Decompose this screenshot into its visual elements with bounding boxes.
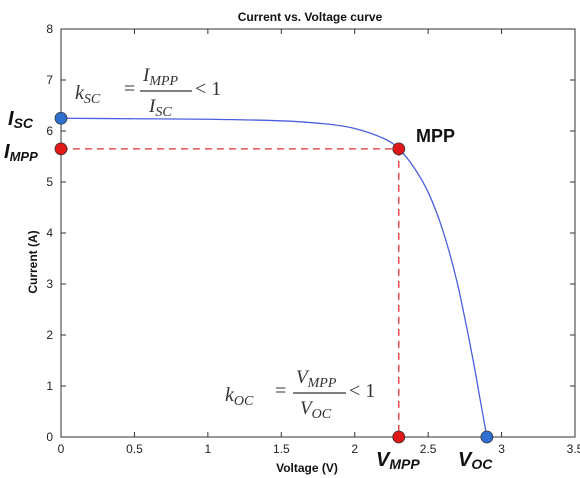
y-tick-label: 7 (46, 73, 53, 87)
koc-equals: = (275, 380, 286, 402)
y-tick-label: 5 (46, 175, 53, 189)
isc-point (54, 111, 68, 125)
impp-label-sub: MPP (10, 149, 39, 164)
vmpp-label: VMPP (376, 449, 420, 472)
x-tick-label: 2 (351, 442, 358, 456)
voc-label-sub: OC (471, 456, 493, 472)
voc-label: VOC (458, 449, 493, 472)
koc-numerator: VMPP (296, 367, 337, 391)
y-axis-label: Current (A) (26, 230, 40, 293)
iv-curve-line (60, 117, 488, 438)
y-tick-label: 1 (46, 379, 53, 393)
vmpp-label-main: V (376, 449, 391, 471)
ksc-numerator: IMPP (142, 65, 179, 89)
x-tick-label: 1.5 (273, 442, 290, 456)
y-tick-label: 8 (46, 22, 53, 36)
mpp-label: MPP (416, 126, 455, 146)
x-tick-label: 0 (58, 442, 65, 456)
y-tick-label: 6 (46, 124, 53, 138)
chart-title: Current vs. Voltage curve (238, 10, 383, 24)
koc-k: kOC (225, 384, 254, 409)
ksc-k: kSC (75, 82, 101, 107)
ksc-relation: < 1 (195, 78, 221, 100)
ksc-formula: kSC = IMPP ISC < 1 (75, 65, 221, 120)
x-tick-label: 1 (205, 442, 212, 456)
x-tick-label: 3 (498, 442, 505, 456)
x-tick-label: 2.5 (420, 442, 437, 456)
koc-denominator: VOC (300, 398, 332, 422)
voc-point (480, 430, 494, 444)
koc-relation: < 1 (349, 380, 375, 402)
x-axis-ticks: 0 0.5 1 1.5 2 2.5 3 3.5 (58, 29, 580, 456)
y-axis-ticks: 0 1 2 3 4 5 6 7 8 (46, 22, 575, 444)
x-axis-label: Voltage (V) (276, 461, 338, 475)
vmpp-label-sub: MPP (389, 456, 420, 472)
x-tick-label: 3.5 (567, 442, 580, 456)
mpp-point (392, 142, 406, 156)
voc-label-main: V (458, 449, 473, 471)
impp-label: IMPP (4, 141, 38, 164)
y-tick-label: 2 (46, 328, 53, 342)
ksc-equals: = (124, 78, 135, 100)
x-tick-label: 0.5 (126, 442, 143, 456)
isc-label-sub: SC (14, 115, 34, 131)
koc-formula: kOC = VMPP VOC < 1 (225, 367, 375, 422)
isc-label-main: I (8, 108, 14, 130)
ksc-denominator: ISC (148, 96, 172, 120)
isc-label: ISC (8, 108, 34, 131)
mpp-dashed-guides (61, 148, 400, 437)
vmpp-point (392, 430, 406, 444)
marker-layer (54, 111, 494, 444)
series-layer (60, 117, 488, 438)
impp-point (54, 142, 68, 156)
impp-label-main: I (4, 141, 10, 163)
y-tick-label: 0 (46, 430, 53, 444)
y-tick-label: 4 (46, 226, 53, 240)
y-tick-label: 3 (46, 277, 53, 291)
